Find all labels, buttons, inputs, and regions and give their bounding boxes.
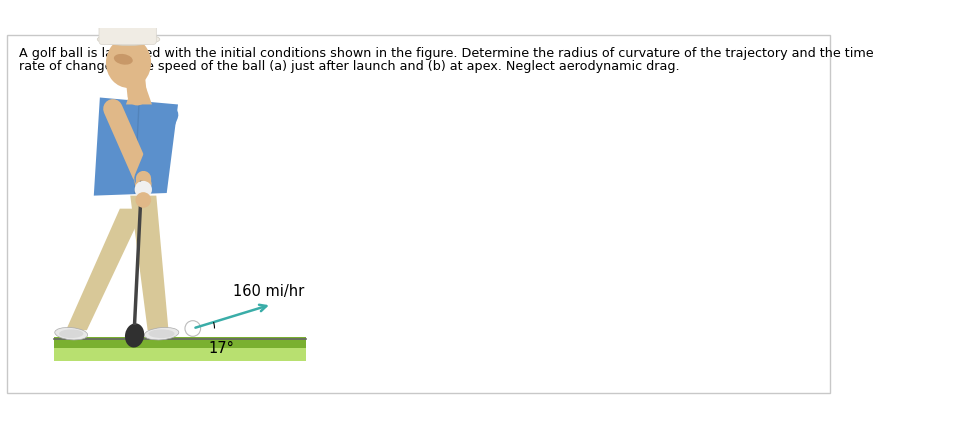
- Ellipse shape: [148, 329, 174, 338]
- Ellipse shape: [55, 328, 88, 340]
- Ellipse shape: [106, 37, 151, 88]
- FancyBboxPatch shape: [99, 10, 156, 45]
- Polygon shape: [126, 87, 152, 104]
- Ellipse shape: [125, 323, 145, 348]
- Bar: [54, 337, 306, 362]
- Polygon shape: [66, 209, 145, 330]
- Text: 17°: 17°: [208, 341, 234, 356]
- Ellipse shape: [135, 181, 152, 198]
- Bar: [54, 337, 306, 348]
- Polygon shape: [130, 196, 169, 330]
- Ellipse shape: [145, 328, 179, 340]
- Ellipse shape: [114, 54, 133, 65]
- Ellipse shape: [136, 192, 151, 208]
- Circle shape: [185, 321, 201, 336]
- Ellipse shape: [59, 329, 83, 338]
- FancyArrowPatch shape: [196, 305, 266, 328]
- Ellipse shape: [97, 33, 160, 46]
- Text: rate of change of the speed of the ball (a) just after launch and (b) at apex. N: rate of change of the speed of the ball …: [19, 60, 680, 73]
- Ellipse shape: [106, 6, 151, 20]
- Text: 160 mi/hr: 160 mi/hr: [232, 284, 304, 299]
- Text: A golf ball is launched with the initial conditions shown in the figure. Determi: A golf ball is launched with the initial…: [19, 47, 873, 60]
- Polygon shape: [94, 98, 178, 196]
